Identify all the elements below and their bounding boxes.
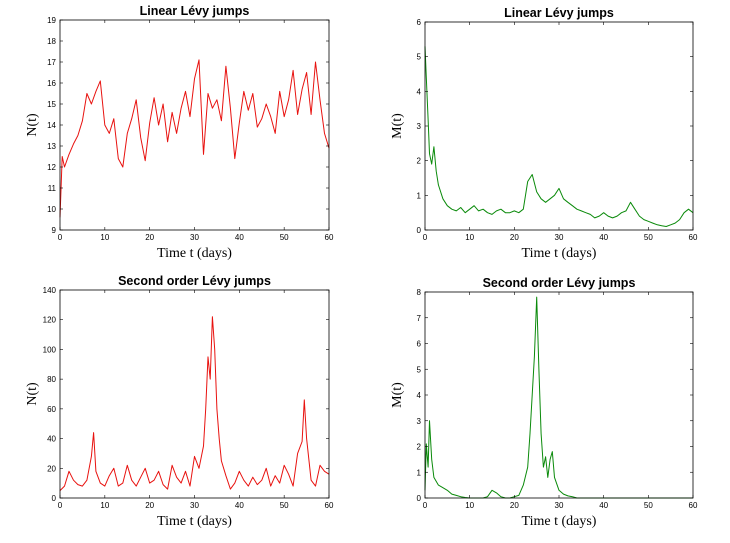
plot-frame — [59, 19, 330, 231]
chart-panel-2: Linear Lévy jumps 0 10 20 30 40 50 60 0 1 2 3 4 5 6 Tim… — [390, 6, 698, 261]
x-tick-label: 10 — [100, 501, 109, 510]
x-tick-label: 40 — [235, 233, 244, 242]
y-tick-label: 0 — [417, 494, 422, 503]
y-tick-label: 7 — [417, 314, 422, 323]
y-tick-label: 6 — [417, 18, 422, 27]
chart-panel-4: Second order Lévy jumps 0 10 20 30 40 50 60 0 1 2 3… — [390, 276, 698, 529]
x-axis-label: Time t (days) — [522, 514, 597, 529]
x-tick-label: 10 — [465, 501, 474, 510]
chart-panel-1: Linear Lévy jumps 0 10 20 30 40 50 60 9 10 11 12 13 1… — [25, 4, 334, 261]
chart-title: Linear Lévy jumps — [140, 4, 250, 18]
y-axis-label: N(t) — [25, 382, 40, 406]
y-tick-label: 120 — [43, 316, 57, 325]
x-axis-label: Time t (days) — [522, 246, 597, 261]
chart-title: Second order Lévy jumps — [483, 276, 636, 290]
y-tick-label: 16 — [47, 79, 56, 88]
x-tick-label: 60 — [325, 233, 334, 242]
x-tick-label: 60 — [325, 501, 334, 510]
y-axis-label: M(t) — [390, 113, 405, 139]
x-tick-label: 10 — [100, 233, 109, 242]
x-tick-label: 30 — [555, 233, 564, 242]
y-tick-label: 17 — [47, 58, 56, 67]
x-tick-label: 10 — [465, 233, 474, 242]
y-tick-label: 2 — [417, 443, 422, 452]
y-tick-label: 4 — [417, 391, 422, 400]
x-tick-label: 20 — [510, 233, 519, 242]
y-tick-label: 100 — [43, 345, 57, 354]
x-tick-label: 20 — [510, 501, 519, 510]
y-tick-label: 40 — [47, 435, 56, 444]
y-tick-label: 11 — [48, 184, 57, 193]
y-tick-label: 0 — [52, 494, 57, 503]
x-tick-label: 60 — [689, 233, 698, 242]
y-tick-label: 15 — [47, 100, 56, 109]
y-tick-label: 8 — [417, 288, 422, 297]
y-tick-label: 1 — [417, 191, 422, 200]
x-tick-label: 40 — [599, 233, 608, 242]
x-tick-label: 0 — [423, 501, 428, 510]
y-tick-label: 19 — [47, 16, 56, 25]
chart-title: Linear Lévy jumps — [504, 6, 614, 20]
y-tick-label: 3 — [417, 417, 422, 426]
y-tick-label: 2 — [417, 157, 422, 166]
y-tick-label: 140 — [43, 286, 57, 295]
x-tick-label: 20 — [145, 233, 154, 242]
x-axis-label: Time t (days) — [157, 246, 232, 261]
x-tick-label: 40 — [235, 501, 244, 510]
x-axis-label: Time t (days) — [157, 514, 232, 529]
plot-frame — [424, 21, 694, 231]
chart-panel-3: Second order Lévy jumps 0 10 20 30 40 50 60 0 20 4… — [25, 274, 334, 529]
y-tick-label: 13 — [47, 142, 56, 151]
y-tick-label: 60 — [47, 405, 56, 414]
x-tick-label: 30 — [190, 501, 199, 510]
y-tick-label: 80 — [47, 375, 56, 384]
x-tick-label: 20 — [145, 501, 154, 510]
chart-title: Second order Lévy jumps — [118, 274, 271, 288]
x-tick-label: 50 — [644, 501, 653, 510]
y-tick-label: 5 — [417, 365, 422, 374]
y-tick-label: 1 — [417, 468, 422, 477]
x-tick-label: 40 — [599, 501, 608, 510]
x-tick-label: 50 — [280, 501, 289, 510]
y-tick-label: 12 — [47, 163, 56, 172]
y-tick-label: 18 — [47, 37, 56, 46]
y-axis-label: M(t) — [390, 382, 405, 408]
y-tick-label: 3 — [417, 122, 422, 131]
x-tick-label: 30 — [555, 501, 564, 510]
x-tick-label: 0 — [423, 233, 428, 242]
x-tick-label: 0 — [58, 233, 63, 242]
series-line — [424, 296, 693, 499]
x-tick-label: 60 — [689, 501, 698, 510]
series-line — [424, 46, 694, 227]
x-tick-label: 50 — [644, 233, 653, 242]
series-line — [59, 59, 330, 218]
y-tick-label: 5 — [417, 53, 422, 62]
x-tick-label: 30 — [190, 233, 199, 242]
y-axis-label: N(t) — [25, 113, 40, 137]
plot-frame — [59, 289, 330, 499]
y-tick-label: 6 — [417, 340, 422, 349]
series-line — [59, 316, 330, 491]
y-tick-label: 9 — [52, 226, 57, 235]
y-tick-label: 20 — [47, 464, 56, 473]
y-tick-label: 10 — [47, 205, 56, 214]
x-tick-label: 50 — [280, 233, 289, 242]
y-tick-label: 0 — [417, 226, 422, 235]
x-tick-label: 0 — [58, 501, 63, 510]
plot-frame — [424, 291, 694, 499]
y-tick-label: 4 — [417, 87, 422, 96]
y-tick-label: 14 — [47, 121, 56, 130]
